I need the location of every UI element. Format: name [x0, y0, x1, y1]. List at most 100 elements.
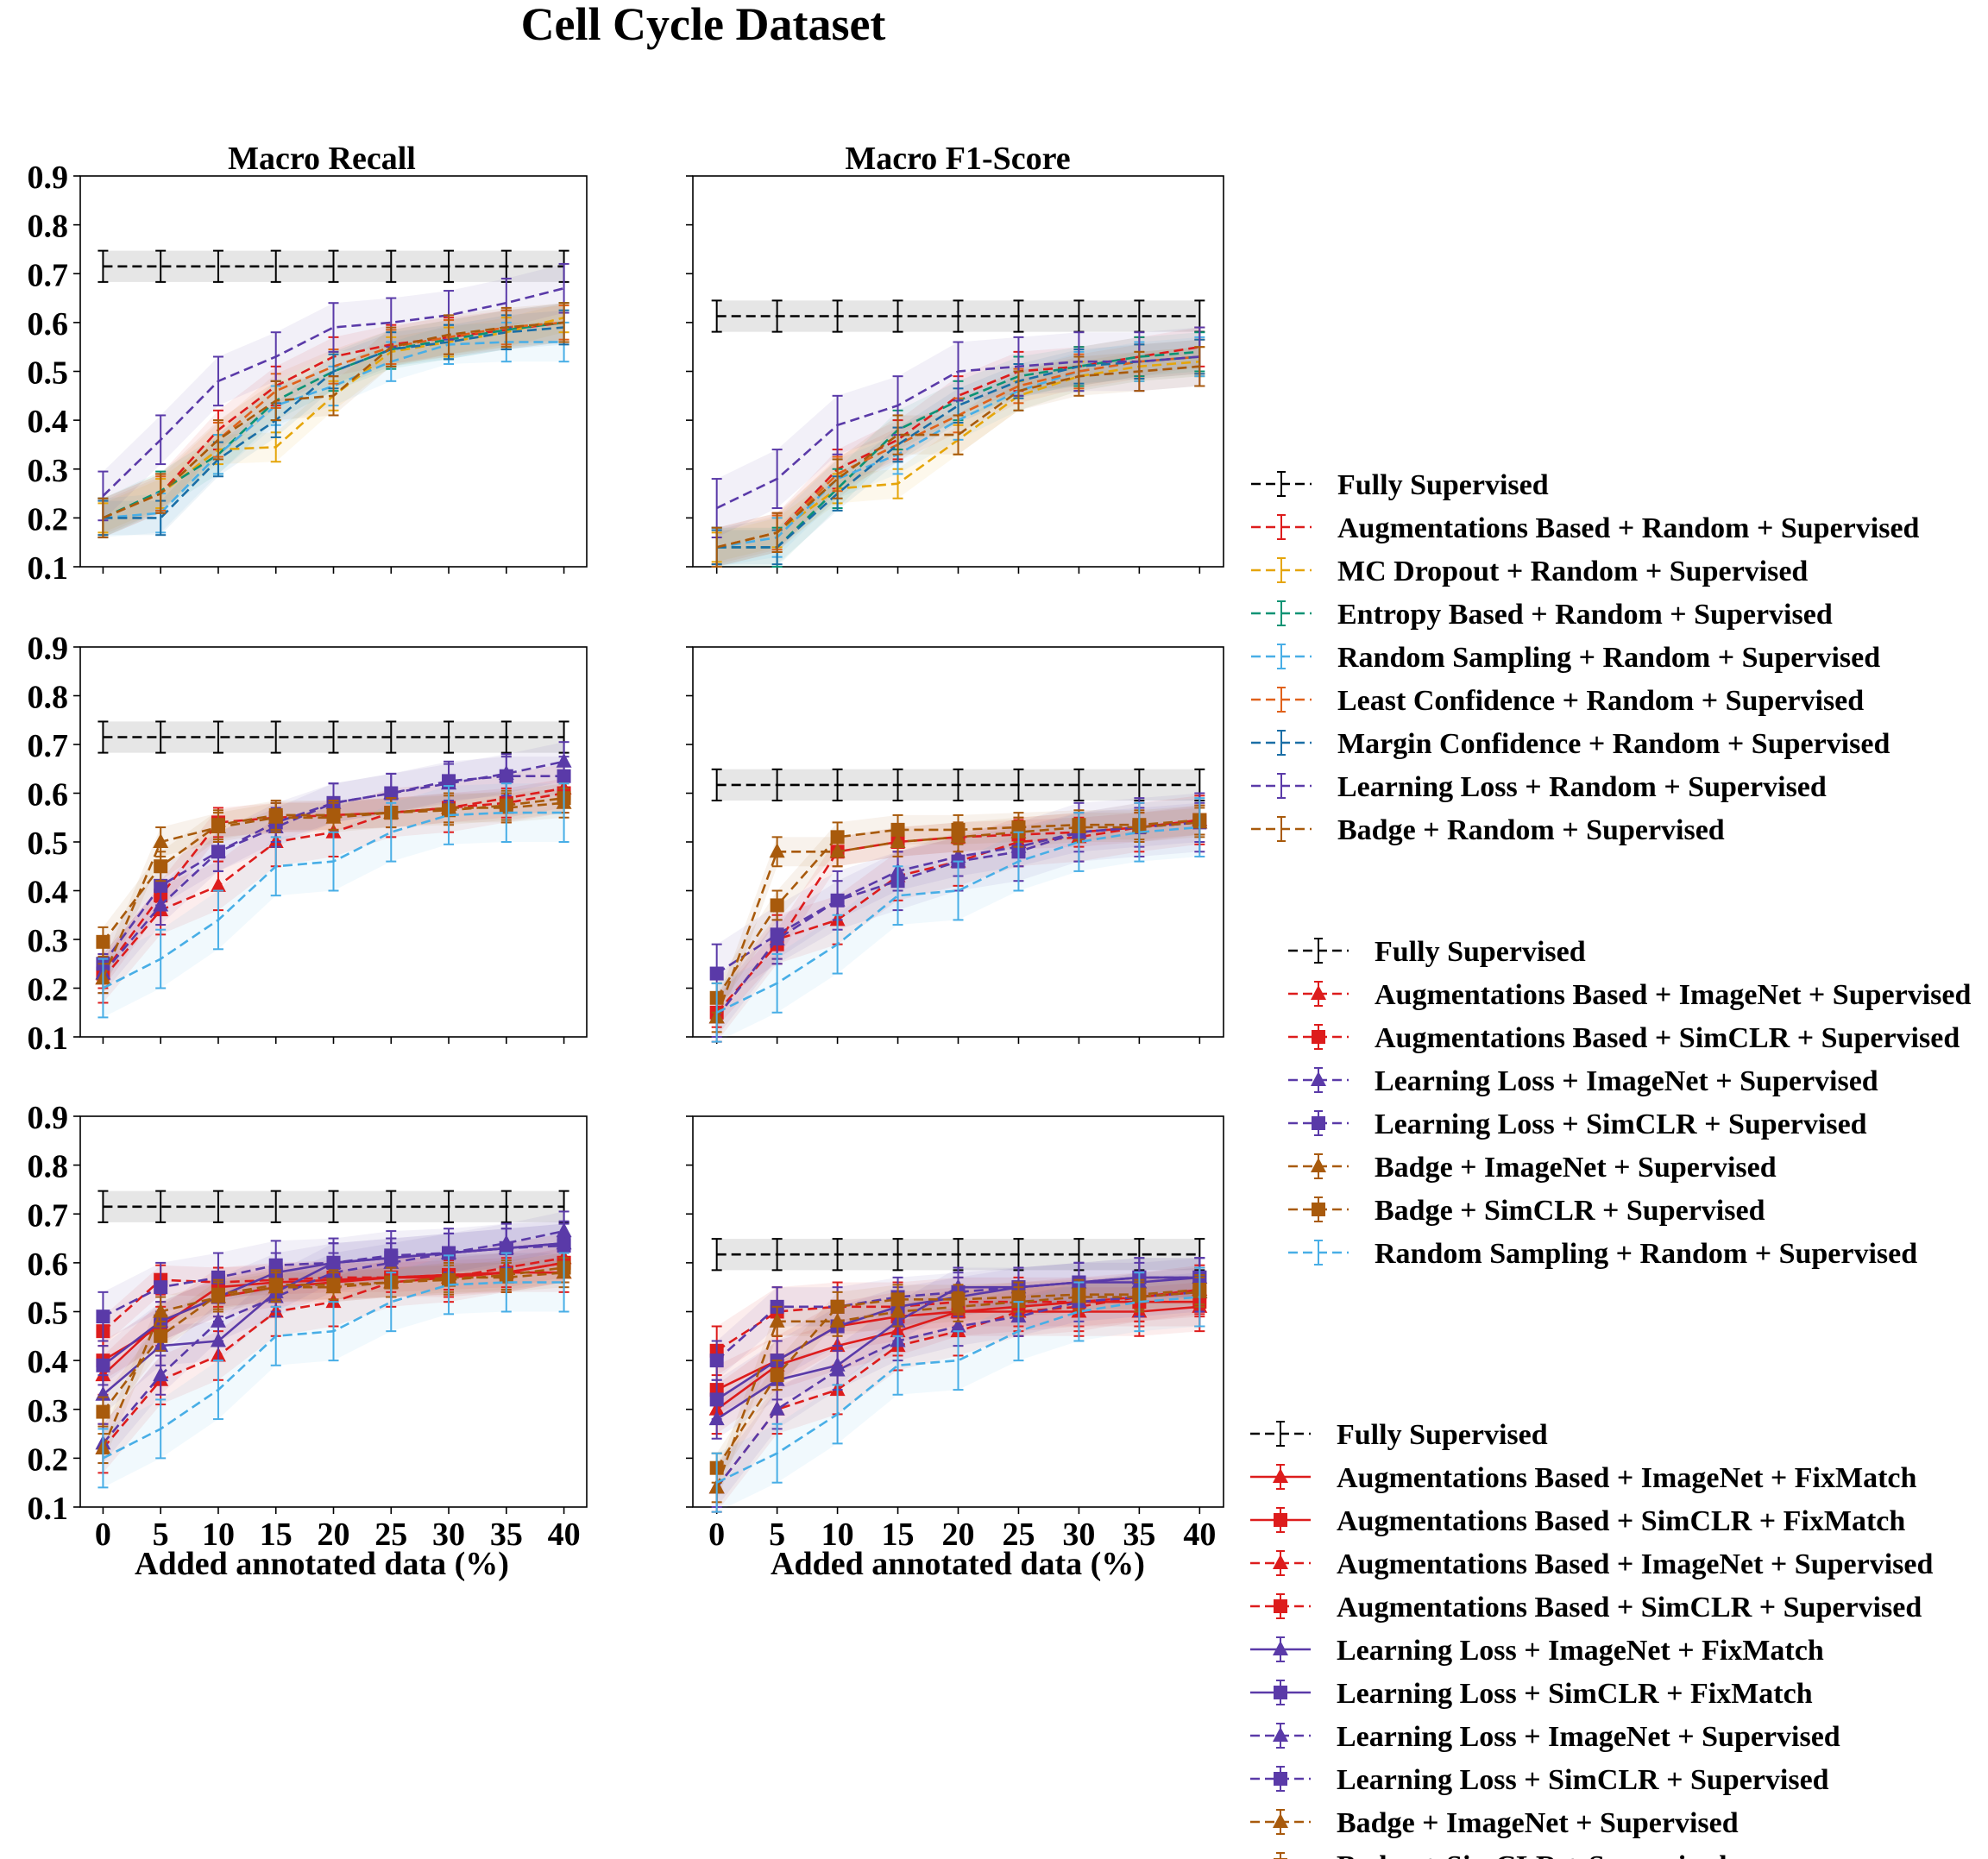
legend-label: Augmentations Based + SimCLR + FixMatch: [1337, 1505, 1905, 1537]
data-point: [268, 1258, 283, 1272]
legend-entry: Learning Loss + SimCLR + Supervised: [1250, 1764, 1829, 1796]
data-point: [153, 1303, 169, 1318]
data-point: [154, 878, 168, 893]
legend-entry: Learning Loss + Random + Supervised: [1251, 771, 1827, 803]
legend-marker: [1274, 1513, 1287, 1527]
legend-label: Fully Supervised: [1337, 1419, 1548, 1451]
data-point: [153, 833, 169, 848]
data-point: [154, 1280, 168, 1295]
y-tick-label: 0.2: [28, 501, 69, 537]
data-point: [96, 1358, 110, 1372]
legend-label: Learning Loss + SimCLR + Supervised: [1337, 1764, 1829, 1796]
data-point: [951, 822, 966, 837]
legend-marker: [1312, 1030, 1325, 1044]
y-tick-label: 0.2: [28, 972, 69, 1008]
series-fully-supervised: [98, 1190, 569, 1223]
legend-entry: Augmentations Based + ImageNet + Supervi…: [1250, 1548, 1933, 1580]
data-point: [1011, 1290, 1026, 1304]
legend-label: Augmentations Based + ImageNet + Supervi…: [1375, 979, 1971, 1011]
legend-label: Badge + ImageNet + Supervised: [1375, 1152, 1777, 1184]
y-tick-label: 0.6: [28, 1247, 69, 1283]
y-tick-label: 0.5: [28, 826, 69, 862]
x-tick-label: 40: [548, 1517, 581, 1553]
data-point: [709, 966, 724, 981]
legend-entry: Badge + SimCLR + Supervised: [1274, 1850, 1727, 1859]
data-point: [830, 893, 845, 908]
legend-label: Learning Loss + ImageNet + FixMatch: [1337, 1635, 1824, 1667]
legend-marker: [1273, 1641, 1288, 1655]
legend-marker: [1311, 1158, 1326, 1172]
x-tick-label: 20: [318, 1517, 350, 1553]
xlabel-recall: Added annotated data (%): [135, 1546, 509, 1582]
data-point: [770, 927, 784, 942]
x-tick-label: 5: [769, 1517, 785, 1553]
confidence-band-random-sampling-random-supervised: [103, 322, 564, 537]
series-random-sampling-random-supervised: [98, 782, 569, 1019]
legend-label: Badge + ImageNet + Supervised: [1337, 1807, 1739, 1839]
legend-label: MC Dropout + Random + Supervised: [1337, 556, 1808, 587]
y-tick-label: 0.3: [28, 923, 69, 959]
x-tick-label: 5: [153, 1517, 169, 1553]
data-point: [890, 1292, 905, 1307]
legend-label: Learning Loss + ImageNet + Supervised: [1375, 1065, 1878, 1097]
data-point: [890, 822, 905, 837]
x-tick-label: 40: [1183, 1517, 1216, 1553]
confidence-band-least-confidence-random-supervised: [716, 339, 1200, 565]
legend-entry: Augmentations Based + ImageNet + Supervi…: [1288, 979, 1971, 1011]
legend-label: Badge + SimCLR + Supervised: [1375, 1195, 1765, 1227]
legend-entry: Margin Confidence + Random + Supervised: [1251, 728, 1890, 760]
y-tick-label: 0.4: [28, 875, 69, 911]
legend-entry: Fully Supervised: [1251, 469, 1549, 501]
legend-entry: Augmentations Based + Random + Supervise…: [1251, 512, 1920, 544]
col-title-recall: Macro Recall: [228, 141, 416, 177]
y-tick-label: 0.9: [28, 160, 69, 196]
legend-1: Fully Supervised Augmentations Based + Ra…: [1251, 469, 1920, 846]
data-point: [268, 1278, 283, 1292]
legend-marker: [1311, 985, 1326, 1000]
data-point: [950, 1317, 966, 1333]
legend-label: Learning Loss + SimCLR + Supervised: [1375, 1108, 1867, 1140]
series-line: [102, 286, 564, 497]
y-tick-label: 0.7: [28, 257, 69, 293]
legend-label: Augmentations Based + SimCLR + Supervise…: [1375, 1022, 1960, 1054]
legend-label: Entropy Based + Random + Supervised: [1337, 599, 1833, 631]
legend-entry: Random Sampling + Random + Supervised: [1288, 1238, 1917, 1270]
data-point: [769, 1400, 785, 1416]
x-tick-label: 25: [1002, 1517, 1035, 1553]
data-point: [96, 934, 110, 949]
legend-marker: [1273, 1727, 1288, 1742]
data-point: [211, 845, 225, 859]
series-line: [716, 365, 1200, 549]
y-tick-label: 0.9: [28, 631, 69, 667]
series-random-sampling-random-supervised: [711, 1266, 1205, 1513]
confidence-band-augmentations-based-random-supervised: [716, 327, 1200, 567]
legend-label: Random Sampling + Random + Supervised: [1375, 1238, 1917, 1270]
x-tick-label: 0: [708, 1517, 725, 1553]
series-badge-random-supervised: [711, 346, 1205, 568]
legend-entry: Augmentations Based + SimCLR + Supervise…: [1250, 1592, 1922, 1623]
legend-entry: Badge + ImageNet + Supervised: [1288, 1152, 1777, 1184]
data-point: [557, 1239, 571, 1253]
x-tick-label: 20: [942, 1517, 975, 1553]
legend-label: Augmentations Based + ImageNet + FixMatc…: [1337, 1462, 1917, 1494]
xlabel-f1: Added annotated data (%): [771, 1546, 1145, 1582]
data-point: [326, 807, 341, 822]
data-point: [96, 1309, 110, 1324]
x-tick-label: 35: [1123, 1517, 1155, 1553]
legend-label: Random Sampling + Random + Supervised: [1337, 642, 1880, 674]
data-point: [268, 807, 283, 822]
data-point: [326, 1278, 341, 1292]
legend-marker: [1274, 1686, 1287, 1699]
series-line: [716, 355, 1200, 549]
legend-entry: Learning Loss + ImageNet + FixMatch: [1250, 1635, 1824, 1667]
data-point: [210, 1312, 226, 1328]
legend-entry: Augmentations Based + ImageNet + FixMatc…: [1250, 1462, 1917, 1494]
y-tick-label: 0.1: [28, 550, 69, 587]
legend-entry: Augmentations Based + SimCLR + FixMatch: [1250, 1505, 1905, 1537]
legend-entry: Augmentations Based + SimCLR + Supervise…: [1288, 1022, 1960, 1054]
legend-3: Fully Supervised Augmentations Based + Im…: [1250, 1419, 1933, 1859]
legend-entry: Badge + SimCLR + Supervised: [1288, 1195, 1765, 1227]
legend-marker: [1273, 1468, 1288, 1483]
y-tick-label: 0.4: [28, 1344, 69, 1380]
